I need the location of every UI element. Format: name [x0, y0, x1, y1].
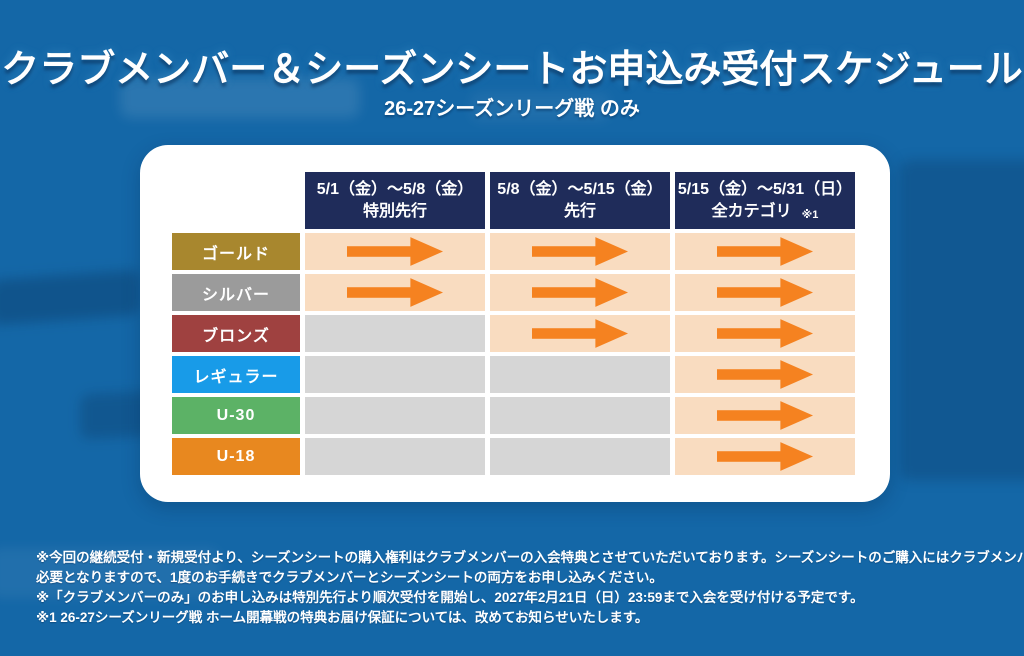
arrow-right-icon — [347, 237, 443, 266]
grid-corner-spacer — [172, 172, 300, 229]
schedule-card: 5/1（金）〜5/8（金） 特別先行 5/8（金）〜5/15（金） 先行 5/15（金）… — [140, 145, 890, 502]
schedule-cell-closed — [490, 397, 670, 434]
column-header-dates: 5/1（金）〜5/8（金） — [316, 180, 474, 198]
schedule-cell-open — [490, 233, 670, 270]
note-line-1: ※今回の継続受付・新規受付より、シーズンシートの購入権利はクラブメンバーの入会特… — [36, 550, 1024, 565]
schedule-cell-open — [490, 274, 670, 311]
schedule-cell-closed — [305, 315, 485, 352]
note-line-4: ※1 26-27シーズンリーグ戦 ホーム開幕戦の特典お届け保証については、改めて… — [36, 610, 649, 625]
schedule-cell-open — [675, 397, 855, 434]
column-header-2: 5/8（金）〜5/15（金） 先行 — [490, 172, 670, 229]
column-header-dates: 5/8（金）〜5/15（金） — [497, 180, 663, 198]
arrow-right-icon — [717, 319, 813, 348]
background-photo-flag — [0, 269, 140, 326]
page-subtitle: 26-27シーズンリーグ戦 のみ — [384, 98, 640, 120]
schedule-cell-open — [675, 356, 855, 393]
arrow-right-icon — [717, 360, 813, 389]
footnotes: ※今回の継続受付・新規受付より、シーズンシートの購入権利はクラブメンバーの入会特… — [36, 548, 1024, 628]
arrow-right-icon — [532, 278, 628, 307]
arrow-right-icon — [717, 278, 813, 307]
schedule-cell-open — [305, 274, 485, 311]
column-header-phase: 先行 — [563, 202, 596, 220]
column-header-3: 5/15（金）〜5/31（日） 全カテゴリ ※1 — [675, 172, 855, 229]
category-label: シルバー — [172, 274, 300, 311]
arrow-right-icon — [717, 442, 813, 471]
schedule-cell-closed — [305, 438, 485, 475]
category-label: ブロンズ — [172, 315, 300, 352]
schedule-cell-closed — [490, 356, 670, 393]
schedule-cell-closed — [305, 397, 485, 434]
column-header-dates: 5/15（金）〜5/31（日） — [677, 180, 853, 198]
column-header-note: ※1 — [801, 208, 819, 221]
schedule-grid: 5/1（金）〜5/8（金） 特別先行 5/8（金）〜5/15（金） 先行 5/15（金）… — [172, 172, 855, 475]
category-label: レギュラー — [172, 356, 300, 393]
arrow-right-icon — [717, 237, 813, 266]
schedule-cell-open — [305, 233, 485, 270]
schedule-cell-open — [675, 438, 855, 475]
page-title: クラブメンバー＆シーズンシートお申込み受付スケジュール — [1, 49, 1023, 91]
schedule-cell-open — [675, 274, 855, 311]
schedule-cell-open — [675, 233, 855, 270]
column-header-phase: 全カテゴリ ※1 — [711, 202, 819, 221]
schedule-cell-open — [490, 315, 670, 352]
category-label: U-30 — [172, 397, 300, 434]
note-line-2: 必要となりますので、1度のお手続きでクラブメンバーとシーズンシートの両方をお申し… — [36, 570, 663, 585]
arrow-right-icon — [347, 278, 443, 307]
arrow-right-icon — [717, 401, 813, 430]
category-label: ゴールド — [172, 233, 300, 270]
schedule-cell-closed — [490, 438, 670, 475]
background-photo-stand — [900, 160, 1024, 480]
note-line-3: ※「クラブメンバーのみ」のお申し込みは特別先行より順次受付を開始し、2027年2… — [36, 590, 864, 605]
arrow-right-icon — [532, 319, 628, 348]
arrow-right-icon — [532, 237, 628, 266]
column-header-1: 5/1（金）〜5/8（金） 特別先行 — [305, 172, 485, 229]
schedule-cell-closed — [305, 356, 485, 393]
category-label: U-18 — [172, 438, 300, 475]
schedule-cell-open — [675, 315, 855, 352]
column-header-phase: 特別先行 — [362, 202, 427, 220]
